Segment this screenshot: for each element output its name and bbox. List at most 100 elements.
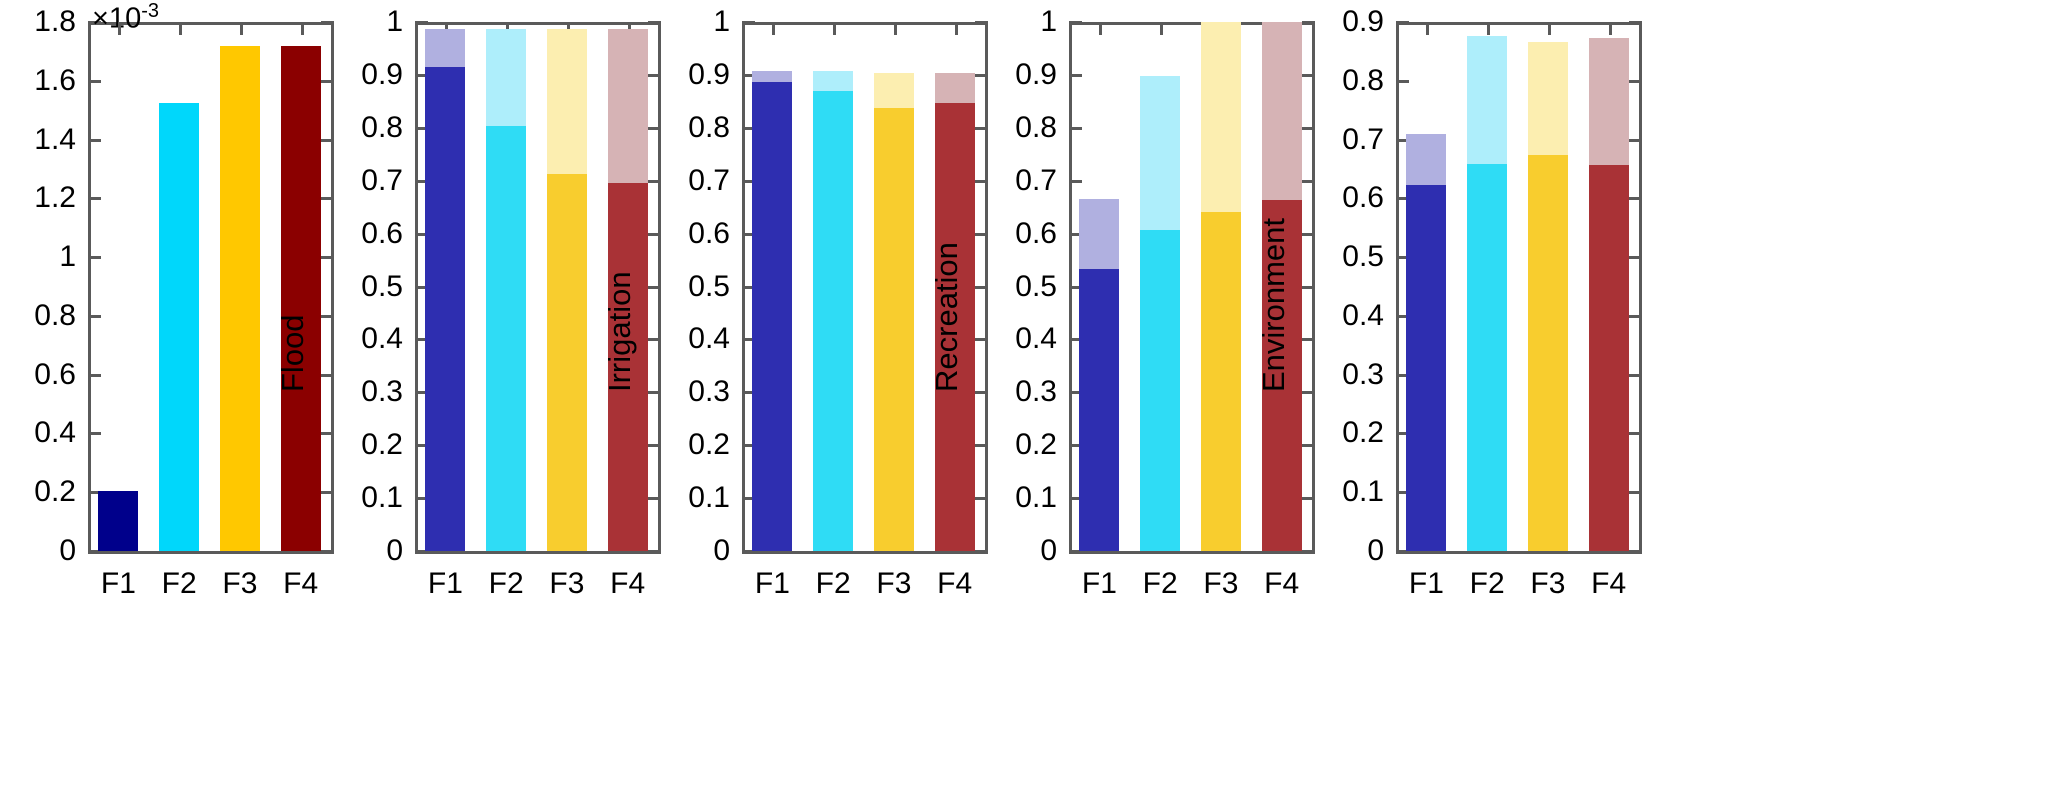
y-tick-mark: [88, 79, 101, 83]
bar-lower-f1: [752, 82, 793, 551]
x-tick-label-f1: F1: [754, 567, 790, 600]
y-tick-mark: [1069, 550, 1082, 553]
bar-upper-f1: [752, 70, 793, 83]
y-tick-mark-right: [648, 391, 661, 395]
x-tick-label-f2: F2: [1469, 567, 1505, 600]
y-tick-label: 0.1: [361, 481, 403, 515]
y-tick-mark: [1396, 432, 1409, 436]
x-tick-mark: [1608, 22, 1612, 35]
bar-f3: [219, 45, 260, 551]
y-tick-mark: [742, 126, 755, 130]
x-tick-mark: [954, 22, 958, 35]
x-tick-mark: [1487, 22, 1491, 35]
y-tick-mark: [88, 314, 101, 318]
bar-upper-f1: [425, 28, 466, 68]
y-tick-mark-right: [321, 256, 334, 260]
y-tick-mark-right: [1629, 373, 1642, 377]
y-tick-mark-right: [321, 314, 334, 318]
plot-frame: [1396, 22, 1639, 551]
y-tick-mark-right: [1629, 256, 1642, 260]
axis-exponent-label: ×10-3: [92, 0, 159, 35]
bar-lower-f2: [1467, 163, 1508, 551]
bar-lower-f3: [873, 107, 914, 551]
x-axis-line: [742, 551, 988, 554]
y-tick-label: 0.8: [34, 298, 76, 332]
y-axis-title: Flood: [275, 314, 310, 393]
y-tick-label: 0.1: [688, 481, 730, 515]
y-tick-mark-right: [975, 21, 988, 24]
x-tick-label-f3: F3: [876, 567, 912, 600]
y-tick-mark-right: [1629, 21, 1642, 24]
y-tick-mark: [1396, 314, 1409, 318]
y-tick-mark-right: [975, 550, 988, 553]
y-tick-label: 1: [713, 5, 730, 38]
y-tick-label: 0.4: [1015, 322, 1057, 356]
y-tick-label: 0.9: [1015, 57, 1057, 91]
x-tick-label-f4: F4: [283, 567, 319, 600]
y-tick-label: 0.8: [1015, 110, 1057, 144]
x-tick-mark: [627, 22, 631, 35]
y-tick-mark-right: [1302, 179, 1315, 183]
y-tick-mark-right: [648, 73, 661, 77]
y-tick-mark-right: [1302, 285, 1315, 289]
y-tick-label: 0.4: [34, 416, 76, 450]
y-tick-label: 0.6: [1015, 216, 1057, 250]
bar-lower-f4: [1588, 164, 1629, 551]
y-tick-mark: [415, 391, 428, 395]
x-tick-label-f2: F2: [488, 567, 524, 600]
y-tick-label: 0.7: [1015, 163, 1057, 197]
bar-upper-f3: [1200, 22, 1241, 213]
y-tick-mark: [88, 432, 101, 436]
y-tick-mark: [1396, 256, 1409, 260]
x-axis-line: [88, 551, 334, 554]
y-tick-mark: [1069, 21, 1082, 24]
y-tick-mark-right: [1302, 550, 1315, 553]
y-tick-mark-right: [975, 444, 988, 448]
x-tick-mark: [1426, 22, 1430, 35]
y-tick-mark-right: [648, 444, 661, 448]
y-tick-mark-right: [321, 21, 334, 24]
bar-upper-f3: [1527, 41, 1568, 155]
y-tick-mark: [88, 550, 101, 553]
y-tick-mark-right: [321, 373, 334, 377]
y-tick-label: 1.8: [34, 5, 76, 38]
y-tick-mark: [1069, 73, 1082, 77]
y-tick-label: 0.3: [1342, 357, 1384, 391]
y-tick-label: 0.9: [1342, 5, 1384, 38]
y-tick-label: 0.1: [1342, 475, 1384, 509]
y-tick-mark: [88, 491, 101, 495]
y-axis-title: Environment: [1256, 218, 1291, 393]
x-tick-mark: [300, 22, 304, 35]
y-tick-mark-right: [648, 21, 661, 24]
y-tick-mark-right: [1629, 550, 1642, 553]
x-tick-mark: [1160, 22, 1164, 35]
x-tick-mark: [893, 22, 897, 35]
y-tick-label: 0.7: [688, 163, 730, 197]
y-tick-mark: [1396, 550, 1409, 553]
y-tick-mark: [742, 391, 755, 395]
x-tick-mark: [239, 22, 243, 35]
y-tick-label: 0.9: [688, 57, 730, 91]
bar-upper-f4: [1588, 38, 1629, 165]
y-tick-mark-right: [1629, 314, 1642, 318]
bar-lower-f4: [1261, 200, 1302, 551]
y-tick-mark-right: [975, 285, 988, 289]
y-tick-mark: [415, 21, 428, 24]
y-tick-mark-right: [975, 497, 988, 501]
y-tick-label: 0.5: [688, 269, 730, 303]
y-tick-label: 0.5: [1342, 240, 1384, 274]
bar-lower-f3: [1200, 212, 1241, 551]
y-tick-label: 0.3: [688, 375, 730, 409]
bar-lower-f4: [934, 102, 975, 551]
x-tick-label-f1: F1: [100, 567, 136, 600]
x-tick-label-f1: F1: [1408, 567, 1444, 600]
y-tick-label: 0.4: [1342, 298, 1384, 332]
y-tick-label: 0: [386, 534, 403, 567]
y-tick-label: 0.2: [1015, 428, 1057, 462]
y-tick-mark: [1396, 21, 1409, 24]
y-tick-mark: [1396, 79, 1409, 83]
y-tick-mark-right: [321, 79, 334, 83]
y-tick-mark-right: [1302, 391, 1315, 395]
y-tick-mark: [415, 179, 428, 183]
y-tick-label: 1: [59, 240, 76, 274]
